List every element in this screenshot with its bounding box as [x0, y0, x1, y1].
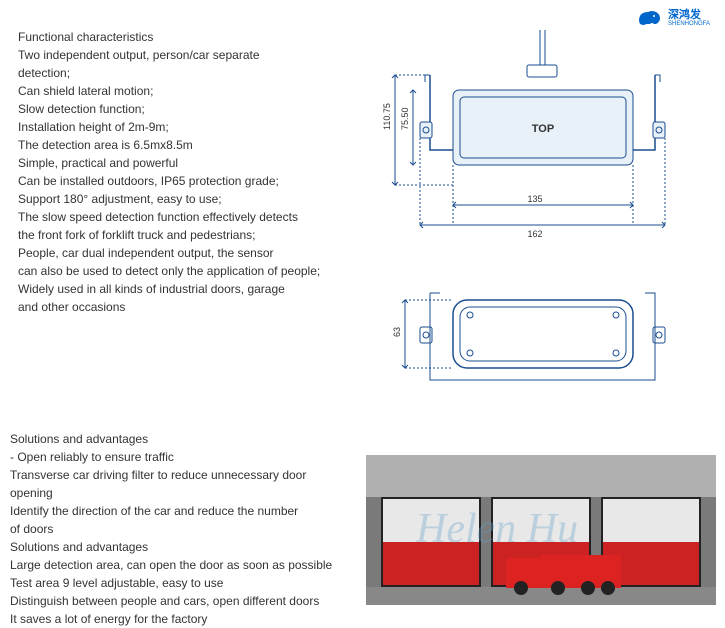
- logo-cn-text: 深鸿发: [668, 10, 710, 21]
- section1-line: The slow speed detection function effect…: [18, 208, 320, 226]
- section2-line: Identify the direction of the car and re…: [10, 502, 332, 520]
- garage-door: [381, 497, 481, 587]
- section1-heading: Functional characteristics: [18, 28, 320, 46]
- section2-line: Large detection area, can open the door …: [10, 556, 332, 574]
- section2-line: Distinguish between people and cars, ope…: [10, 592, 332, 610]
- brand-logo: 深鸿发 SHENHONGFA: [636, 8, 710, 28]
- technical-drawing-bottom: 63: [375, 275, 715, 405]
- section1-line: the front fork of forklift truck and ped…: [18, 226, 320, 244]
- dim-height-outer: 110.75: [382, 103, 392, 130]
- section1-line: Can be installed outdoors, IP65 protecti…: [18, 172, 320, 190]
- lion-icon: [636, 8, 664, 28]
- section2-line: opening: [10, 484, 332, 502]
- section1-line: Two independent output, person/car separ…: [18, 46, 320, 64]
- section1-line: Support 180° adjustment, easy to use;: [18, 190, 320, 208]
- logo-en-text: SHENHONGFA: [668, 21, 710, 27]
- section1-line: Simple, practical and powerful: [18, 154, 320, 172]
- dim-height-inner: 75.50: [400, 107, 410, 130]
- section2-line: Test area 9 level adjustable, easy to us…: [10, 574, 332, 592]
- dim-width-inner: 135: [527, 194, 542, 204]
- functional-characteristics-block: Functional characteristics Two independe…: [18, 28, 320, 316]
- section1-line: Widely used in all kinds of industrial d…: [18, 280, 320, 298]
- section1-line: Can shield lateral motion;: [18, 82, 320, 100]
- section1-line: Slow detection function;: [18, 100, 320, 118]
- section2-line: Solutions and advantages: [10, 538, 332, 556]
- section2-line: It saves a lot of energy for the factory: [10, 610, 332, 628]
- garage-photo: Helen Hu: [366, 455, 716, 605]
- section2-line: - Open reliably to ensure traffic: [10, 448, 332, 466]
- section2-line: Transverse car driving filter to reduce …: [10, 466, 332, 484]
- section1-line: People, car dual independent output, the…: [18, 244, 320, 262]
- dim-height-bottom: 63: [392, 327, 402, 337]
- section1-line: Installation height of 2m-9m;: [18, 118, 320, 136]
- section1-line: The detection area is 6.5mx8.5m: [18, 136, 320, 154]
- solutions-advantages-block: Solutions and advantages - Open reliably…: [10, 430, 332, 628]
- section1-line: can also be used to detect only the appl…: [18, 262, 320, 280]
- section2-heading: Solutions and advantages: [10, 430, 332, 448]
- top-label: TOP: [532, 123, 554, 135]
- technical-drawing-top: 110.75 75.50 135 162 TOP: [375, 30, 715, 250]
- dim-width-outer: 162: [527, 229, 542, 239]
- section2-line: of doors: [10, 520, 332, 538]
- section1-line: detection;: [18, 64, 320, 82]
- section1-line: and other occasions: [18, 298, 320, 316]
- fire-truck: [506, 550, 626, 595]
